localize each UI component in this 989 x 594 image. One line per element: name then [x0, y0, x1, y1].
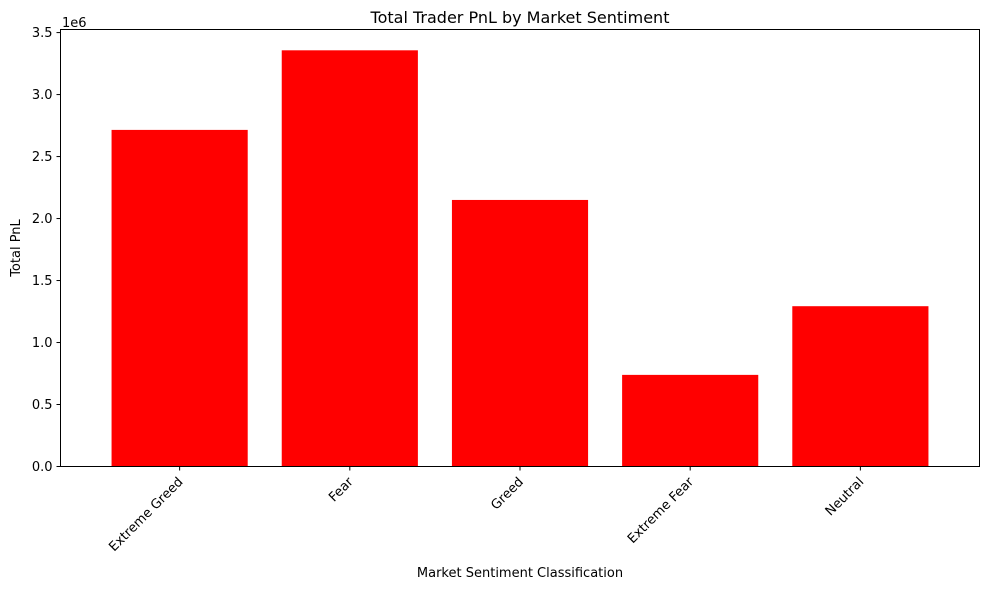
y-axis-label: Total PnL	[9, 218, 24, 277]
x-tick-label: Greed	[488, 475, 526, 513]
y-tick-label: 1.5	[32, 274, 53, 289]
bar-extreme-fear	[622, 374, 759, 467]
y-tick-label: 3.5	[32, 26, 53, 41]
y-tick-label: 0.0	[32, 460, 53, 475]
bar-fear	[281, 50, 418, 467]
y-tick-label: 2.0	[32, 212, 53, 227]
y-ticks-layer: 0.0 0.5 1.0 1.5 2.0 2.5 3.0 3.5	[32, 26, 61, 475]
y-tick-label: 3.0	[32, 88, 53, 103]
x-tick-label: Neutral	[823, 475, 868, 520]
bar-greed	[451, 199, 589, 467]
y-tick-label: 0.5	[32, 398, 53, 413]
y-tick-label: 1.0	[32, 336, 53, 351]
x-tick-label: Fear	[326, 474, 357, 505]
chart-title: Total Trader PnL by Market Sentiment	[370, 8, 670, 27]
y-axis-offset-label: 1e6	[62, 16, 87, 31]
x-tick-label: Extreme Greed	[106, 475, 186, 555]
x-axis-label: Market Sentiment Classification	[417, 566, 623, 581]
x-ticks-layer: Extreme Greed Fear Greed Extreme Fear Neutra…	[106, 466, 868, 555]
bars-layer	[111, 50, 929, 467]
plot-frame	[60, 29, 980, 467]
y-tick-label: 2.5	[32, 150, 53, 165]
bar-extreme-greed	[111, 129, 248, 467]
bar-neutral	[792, 306, 929, 467]
x-tick-label: Extreme Fear	[625, 474, 698, 547]
